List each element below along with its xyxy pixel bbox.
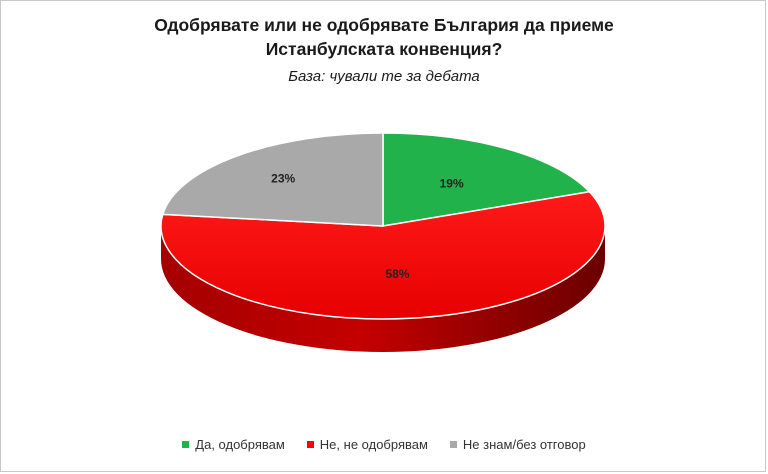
pie-slice-approve <box>382 132 591 227</box>
pie-side-disapprove <box>161 226 605 352</box>
legend-label-disapprove: Не, не одобрявам <box>319 437 428 452</box>
legend-item-disapprove: Не, не одобрявам <box>306 437 428 452</box>
legend-swatch-approve <box>182 441 190 448</box>
legend-swatch-disapprove <box>306 441 314 448</box>
legend-swatch-dont-know <box>449 441 457 448</box>
legend-item-dont-know: Не знам/без отговор <box>449 437 586 452</box>
legend-label-approve: Да, одобрявам <box>195 437 285 452</box>
data-label-approve: 19% <box>440 177 464 191</box>
legend-item-approve: Да, одобрявам <box>182 437 285 452</box>
chart-title-line-2: Истанбулската конвенция? <box>265 39 503 59</box>
pie-slice-disapprove <box>160 191 606 320</box>
pie-slice-dont-know <box>162 132 384 227</box>
pie-side-wall <box>161 226 605 352</box>
legend-label-dont-know: Не знам/без отговор <box>462 437 586 452</box>
chart-legend: Да, одобрявам Не, не одобрявам Не знам/б… <box>0 437 768 452</box>
pie-top-face <box>160 132 606 320</box>
data-label-dont-know: 23% <box>271 172 295 186</box>
chart-title-line-1: Одобрявате или не одобрявате България да… <box>154 15 614 35</box>
data-label-disapprove: 58% <box>385 267 409 281</box>
chart-subtitle: База: чували те за дебата <box>288 68 480 85</box>
chart-title: Одобрявате или не одобрявате България да… <box>0 13 768 61</box>
pie-data-labels: 19% 58% 23% <box>271 172 464 281</box>
